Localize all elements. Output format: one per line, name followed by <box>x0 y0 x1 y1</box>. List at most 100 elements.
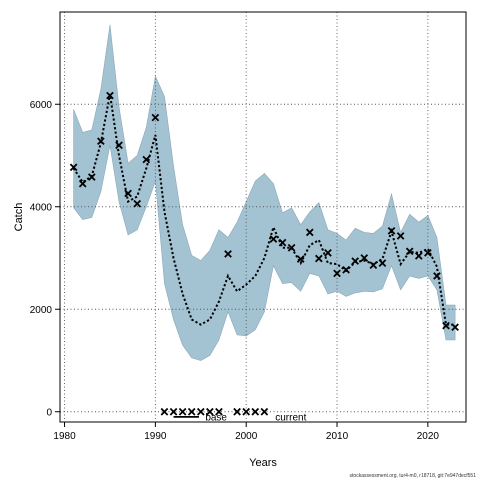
y-tick-label: 6000 <box>30 100 53 111</box>
zero-catch-point <box>233 407 241 416</box>
observed-catch-point <box>433 272 441 280</box>
marker-stroke <box>305 228 314 237</box>
marker-stroke <box>178 407 187 416</box>
observed-catch-point <box>133 199 142 208</box>
zero-catch-point <box>169 407 178 416</box>
y-tick-label: 0 <box>46 407 52 418</box>
marker-stroke <box>360 254 369 262</box>
marker-stroke <box>187 407 196 416</box>
marker-stroke <box>151 113 160 122</box>
marker-stroke <box>324 249 332 257</box>
marker-stroke <box>451 323 459 332</box>
marker-stroke <box>414 252 423 260</box>
observed-catch-point <box>97 137 105 145</box>
marker-stroke <box>396 232 405 240</box>
observed-catch-point <box>224 250 232 258</box>
observed-catch-point <box>414 252 423 260</box>
marker-stroke <box>342 265 350 274</box>
zero-catch-point <box>251 407 260 416</box>
marker-stroke <box>260 407 269 416</box>
marker-stroke <box>433 272 441 280</box>
observed-catch-point <box>342 265 350 274</box>
marker-stroke <box>169 407 178 416</box>
y-tick-label: 4000 <box>30 202 53 213</box>
axes: 1980 1990 2000 2010 2020 0 2000 4000 6000 <box>30 100 440 442</box>
marker-stroke <box>97 137 105 145</box>
plot-frame <box>59 11 467 423</box>
marker-stroke <box>87 173 96 181</box>
x-tick-label: 2020 <box>417 431 440 442</box>
observed-catch-point <box>405 247 414 256</box>
confidence-band <box>73 24 456 361</box>
marker-stroke <box>160 407 169 416</box>
x-tick-label: 2000 <box>235 431 258 442</box>
y-tick-label: 2000 <box>30 305 53 316</box>
zero-catch-point <box>242 407 251 416</box>
observed-catch-point <box>69 163 78 172</box>
marker-stroke <box>405 247 414 256</box>
observed-catch-point <box>269 235 278 243</box>
marker-stroke <box>133 199 142 208</box>
observed-catch-point <box>369 261 378 270</box>
observed-catch-point <box>442 321 450 330</box>
observed-catch-point <box>296 255 305 263</box>
marker-stroke <box>196 407 205 416</box>
marker-stroke <box>287 243 296 252</box>
zero-catch-point <box>187 407 196 416</box>
observed-catch-point <box>378 259 387 267</box>
observed-catch-point <box>396 232 405 240</box>
observed-catch-point <box>87 173 96 181</box>
observed-catch-point <box>324 249 332 257</box>
marker-stroke <box>78 179 87 188</box>
marker-stroke <box>142 155 151 164</box>
observed-catch-point <box>287 243 296 252</box>
marker-stroke <box>269 235 278 243</box>
footer-credit: stockassessment.org, tur4-m0, r18718, gi… <box>350 473 477 479</box>
marker-stroke <box>206 407 214 416</box>
marker-stroke <box>351 257 360 265</box>
marker-stroke <box>442 321 450 330</box>
zero-catch-point <box>160 407 169 416</box>
observed-catch-point <box>387 227 396 235</box>
observed-catch-point <box>351 257 360 265</box>
x-tick-label: 1980 <box>53 431 76 442</box>
marker-stroke <box>215 407 223 416</box>
marker-stroke <box>387 227 396 235</box>
zero-catch-point <box>196 407 205 416</box>
marker-stroke <box>333 269 341 278</box>
observed-catch-point <box>142 155 151 164</box>
observed-catch-point <box>333 269 341 278</box>
zero-catch-point <box>215 407 223 416</box>
marker-stroke <box>115 141 123 150</box>
marker-stroke <box>296 255 305 263</box>
marker-stroke <box>369 261 378 270</box>
observed-catch-point <box>278 238 287 247</box>
plot-area: base current <box>60 12 466 423</box>
zero-catch-point <box>206 407 214 416</box>
observed-catch-point <box>78 179 87 188</box>
marker-stroke <box>106 91 114 100</box>
annotation-current: current <box>275 412 306 423</box>
x-tick-label: 2010 <box>326 431 349 442</box>
observed-catch-point <box>106 91 114 100</box>
observed-catch-point <box>424 249 432 257</box>
observed-catch-point <box>315 254 323 263</box>
marker-stroke <box>69 163 78 172</box>
zero-catch-point <box>260 407 269 416</box>
observed-catch-point <box>115 141 123 150</box>
annotation-base: base <box>205 412 227 423</box>
observed-catch-point <box>151 113 160 122</box>
observed-catch-point <box>360 254 369 262</box>
zero-catch-point <box>178 407 187 416</box>
observed-catch-point <box>124 189 132 198</box>
marker-stroke <box>315 254 323 263</box>
marker-stroke <box>233 407 241 416</box>
marker-stroke <box>124 189 132 198</box>
x-axis-title: Years <box>249 457 277 469</box>
observed-catch-point <box>451 323 459 332</box>
marker-stroke <box>424 249 432 257</box>
marker-stroke <box>378 259 387 267</box>
marker-stroke <box>278 238 287 247</box>
